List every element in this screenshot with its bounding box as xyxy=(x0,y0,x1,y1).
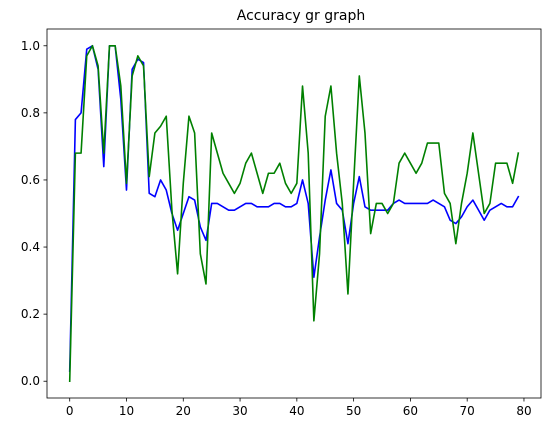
x-tick-label: 40 xyxy=(289,404,304,418)
x-tick-label: 70 xyxy=(460,404,475,418)
y-tick-label: 0.0 xyxy=(21,374,40,388)
series-line-1 xyxy=(70,46,519,381)
series-layer xyxy=(70,46,519,381)
chart-title: Accuracy gr graph xyxy=(237,8,365,24)
y-tick-label: 0.2 xyxy=(21,307,40,321)
x-tick-label: 0 xyxy=(66,404,74,418)
y-tick-label: 0.8 xyxy=(21,106,40,120)
x-tick-label: 50 xyxy=(346,404,361,418)
x-tick-label: 20 xyxy=(176,404,191,418)
x-tick-label: 30 xyxy=(232,404,247,418)
y-tick-label: 0.6 xyxy=(21,173,40,187)
x-tick-label: 60 xyxy=(403,404,418,418)
y-tick-label: 0.4 xyxy=(21,240,40,254)
x-tick-label: 10 xyxy=(119,404,134,418)
y-tick-label: 1.0 xyxy=(21,39,40,53)
x-tick-label: 80 xyxy=(516,404,531,418)
